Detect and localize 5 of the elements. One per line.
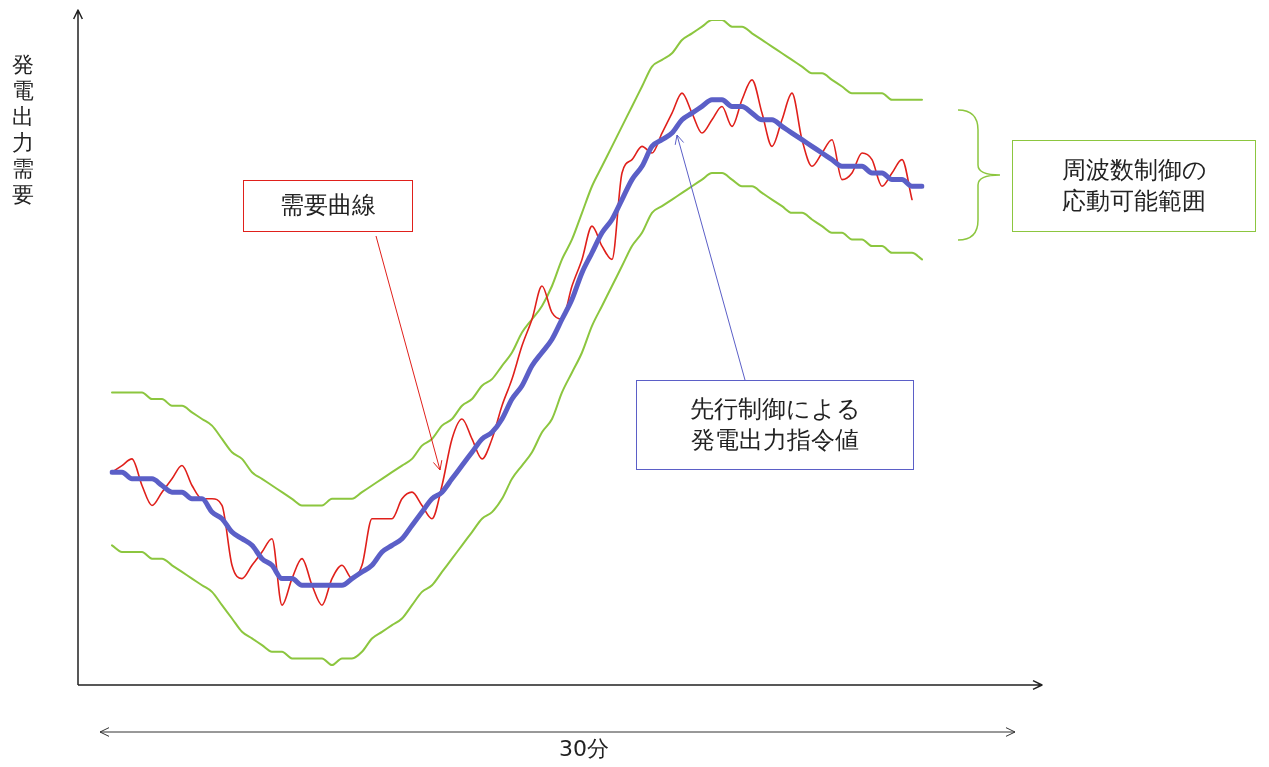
- annotation: 需要曲線: [279, 190, 377, 222]
- text: 周波数制御の応動可能範囲: [1060, 154, 1208, 217]
- x-axis-title: 30分: [558, 735, 610, 763]
- annotation: 先行制御による発電出力指令値: [688, 393, 862, 456]
- y-axis-title: 発電出力需要: [11, 52, 35, 208]
